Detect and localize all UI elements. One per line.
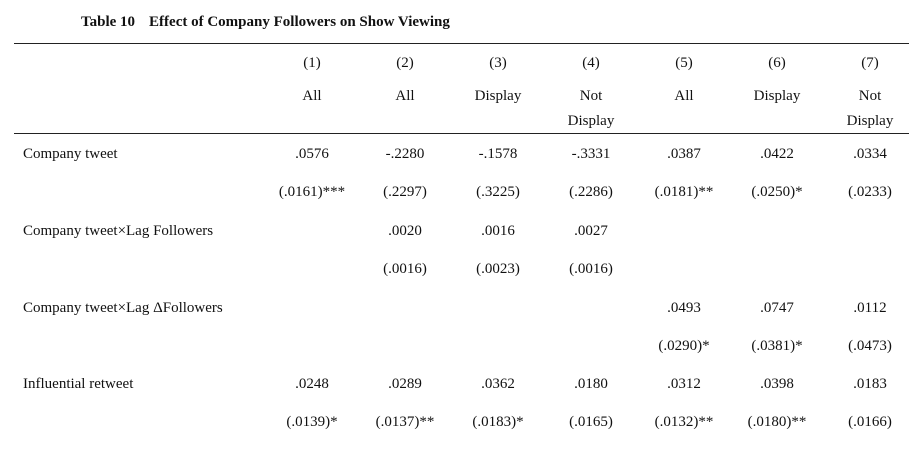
std-error-cell: (.0132)** — [654, 414, 714, 430]
std-error-cell: (.0023) — [476, 261, 520, 277]
coefficient-cell: .0027 — [574, 223, 608, 239]
coefficient-cell: .0248 — [295, 376, 329, 392]
header-rule — [14, 133, 909, 134]
column-sample: Display — [753, 88, 801, 104]
coefficient-cell: .0020 — [388, 223, 422, 239]
coefficient-cell: .0289 — [388, 376, 422, 392]
column-sample-cont: Display — [567, 113, 615, 129]
column-sample-cont: Display — [846, 113, 894, 129]
std-error-cell: (.0016) — [383, 261, 427, 277]
coefficient-cell: .0398 — [760, 376, 794, 392]
coefficient-cell: .0387 — [667, 146, 701, 162]
column-sample: Not — [579, 88, 603, 104]
column-number: (2) — [396, 55, 414, 71]
column-sample: All — [674, 88, 694, 104]
row-label: Company tweet — [23, 146, 118, 162]
column-number: (5) — [675, 55, 693, 71]
table-label: Table 10 — [81, 14, 136, 30]
std-error-cell: (.0250)* — [751, 184, 803, 200]
coefficient-cell: -.3331 — [571, 146, 611, 162]
coefficient-cell: -.2280 — [385, 146, 425, 162]
coefficient-cell: .0422 — [760, 146, 794, 162]
row-label: Influential retweet — [23, 376, 134, 392]
coefficient-cell: .0334 — [853, 146, 887, 162]
column-number: (4) — [582, 55, 600, 71]
std-error-cell: (.0181)** — [654, 184, 714, 200]
std-error-cell: (.0137)** — [375, 414, 435, 430]
std-error-cell: (.0473) — [848, 338, 892, 354]
std-error-cell: (.2286) — [569, 184, 613, 200]
coefficient-cell: .0747 — [760, 300, 794, 316]
coefficient-cell: -.1578 — [478, 146, 518, 162]
coefficient-cell: .0112 — [853, 300, 887, 316]
coefficient-cell: .0016 — [481, 223, 515, 239]
std-error-cell: (.2297) — [383, 184, 427, 200]
coefficient-cell: .0180 — [574, 376, 608, 392]
coefficient-cell: .0362 — [481, 376, 515, 392]
column-number: (3) — [489, 55, 507, 71]
std-error-cell: (.0139)* — [286, 414, 338, 430]
row-label: Company tweet×Lag ΔFollowers — [23, 300, 223, 316]
column-sample: Not — [858, 88, 882, 104]
row-label: Company tweet×Lag Followers — [23, 223, 214, 239]
column-number: (7) — [861, 55, 879, 71]
std-error-cell: (.0166) — [848, 414, 892, 430]
column-number: (1) — [303, 55, 321, 71]
column-sample: All — [395, 88, 415, 104]
std-error-cell: (.0381)* — [751, 338, 803, 354]
std-error-cell: (.0183)* — [472, 414, 524, 430]
column-sample: All — [302, 88, 322, 104]
std-error-cell: (.0233) — [848, 184, 892, 200]
std-error-cell: (.0180)** — [747, 414, 807, 430]
column-number: (6) — [768, 55, 786, 71]
top-rule — [14, 43, 909, 44]
coefficient-cell: .0576 — [295, 146, 329, 162]
table-title: Table 10 Effect of Company Followers on S… — [81, 14, 450, 31]
std-error-cell: (.0161)*** — [278, 184, 346, 200]
coefficient-cell: .0493 — [667, 300, 701, 316]
std-error-cell: (.3225) — [476, 184, 520, 200]
std-error-cell: (.0165) — [569, 414, 613, 430]
std-error-cell: (.0016) — [569, 261, 613, 277]
std-error-cell: (.0290)* — [658, 338, 710, 354]
column-sample: Display — [474, 88, 522, 104]
table-caption: Effect of Company Followers on Show View… — [149, 14, 450, 30]
coefficient-cell: .0312 — [667, 376, 701, 392]
coefficient-cell: .0183 — [853, 376, 887, 392]
